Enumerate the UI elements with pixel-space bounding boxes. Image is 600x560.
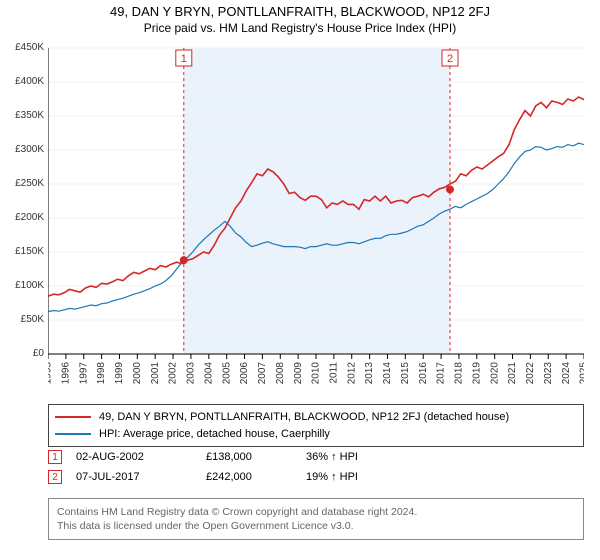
x-axis-label: 1996: [61, 362, 72, 385]
x-axis-label: 2004: [203, 362, 214, 385]
y-axis-label: £250K: [0, 178, 44, 189]
svg-text:2: 2: [447, 53, 453, 65]
svg-text:1: 1: [181, 53, 187, 65]
x-axis-label: 2013: [364, 362, 375, 385]
event-row: 1 02-AUG-2002 £138,000 36% ↑ HPI: [48, 450, 584, 464]
event-marker-icon: 1: [48, 450, 62, 464]
chart-title-block: 49, DAN Y BRYN, PONTLLANFRAITH, BLACKWOO…: [0, 0, 600, 35]
credits-line: This data is licensed under the Open Gov…: [57, 519, 575, 533]
event-marker-icon: 2: [48, 470, 62, 484]
x-axis-label: 2008: [275, 362, 286, 385]
y-axis-label: £0: [0, 348, 44, 359]
x-axis-label: 2003: [186, 362, 197, 385]
x-axis-label: 2016: [418, 362, 429, 385]
x-axis-label: 2017: [436, 362, 447, 385]
legend: 49, DAN Y BRYN, PONTLLANFRAITH, BLACKWOO…: [48, 404, 584, 447]
x-axis-label: 1995: [48, 362, 54, 385]
y-axis-label: £450K: [0, 42, 44, 53]
x-axis-label: 2009: [293, 362, 304, 385]
chart-title: 49, DAN Y BRYN, PONTLLANFRAITH, BLACKWOO…: [0, 4, 600, 19]
x-axis-label: 1997: [78, 362, 89, 385]
x-axis-label: 2023: [543, 362, 554, 385]
credits-box: Contains HM Land Registry data © Crown c…: [48, 498, 584, 540]
event-pct: 36% ↑ HPI: [306, 451, 426, 463]
x-axis-label: 2022: [525, 362, 536, 385]
x-axis-label: 2010: [311, 362, 322, 385]
y-axis-label: £350K: [0, 110, 44, 121]
price-chart: 1995 1996 1997 1998 1999 2000 2001 2002 2003 2004…: [48, 44, 584, 394]
x-axis-label: 2020: [489, 362, 500, 385]
event-price: £138,000: [206, 451, 306, 463]
legend-label: 49, DAN Y BRYN, PONTLLANFRAITH, BLACKWOO…: [99, 409, 509, 426]
chart-subtitle: Price paid vs. HM Land Registry's House …: [0, 21, 600, 35]
legend-label: HPI: Average price, detached house, Caer…: [99, 426, 330, 443]
x-axis-label: 2021: [507, 362, 518, 385]
x-axis-label: 2011: [329, 362, 340, 384]
y-axis-label: £150K: [0, 246, 44, 257]
y-axis-label: £100K: [0, 280, 44, 291]
credits-line: Contains HM Land Registry data © Crown c…: [57, 505, 575, 519]
x-axis-label: 2006: [239, 362, 250, 385]
x-axis-label: 2015: [400, 362, 411, 385]
y-axis-label: £200K: [0, 212, 44, 223]
legend-swatch: [55, 416, 91, 418]
y-axis-label: £300K: [0, 144, 44, 155]
event-row: 2 07-JUL-2017 £242,000 19% ↑ HPI: [48, 470, 584, 484]
event-pct: 19% ↑ HPI: [306, 471, 426, 483]
y-axis-label: £50K: [0, 314, 44, 325]
x-axis-label: 2019: [471, 362, 482, 385]
x-axis-label: 2014: [382, 362, 393, 385]
x-axis-label: 2002: [168, 362, 179, 385]
y-axis-label: £400K: [0, 76, 44, 87]
x-axis-label: 2005: [221, 362, 232, 385]
legend-item-property: 49, DAN Y BRYN, PONTLLANFRAITH, BLACKWOO…: [55, 409, 577, 426]
legend-item-hpi: HPI: Average price, detached house, Caer…: [55, 426, 577, 443]
x-axis-label: 2018: [454, 362, 465, 385]
x-axis-label: 2000: [132, 362, 143, 385]
event-date: 02-AUG-2002: [76, 451, 206, 463]
legend-swatch: [55, 433, 91, 435]
x-axis-label: 1999: [114, 362, 125, 385]
x-axis-label: 1998: [96, 362, 107, 385]
x-axis-label: 2025: [579, 362, 584, 385]
event-price: £242,000: [206, 471, 306, 483]
events-table: 1 02-AUG-2002 £138,000 36% ↑ HPI 2 07-JU…: [48, 446, 584, 490]
x-axis-label: 2007: [257, 362, 268, 385]
x-axis-label: 2001: [150, 362, 161, 385]
event-date: 07-JUL-2017: [76, 471, 206, 483]
x-axis-label: 2012: [346, 362, 357, 385]
x-axis-label: 2024: [561, 362, 572, 385]
